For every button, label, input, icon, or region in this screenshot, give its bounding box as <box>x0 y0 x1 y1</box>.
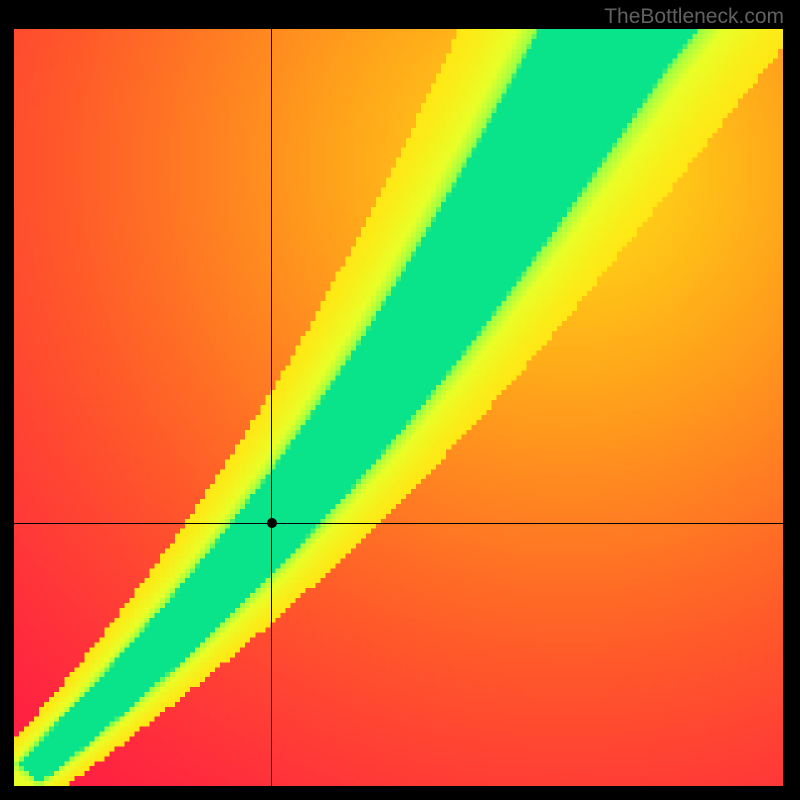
selection-marker <box>267 518 277 528</box>
watermark-text: TheBottleneck.com <box>604 5 784 29</box>
chart-container: TheBottleneck.com <box>0 0 800 800</box>
bottleneck-heatmap <box>14 29 783 786</box>
crosshair-vertical <box>271 29 272 786</box>
crosshair-horizontal <box>14 523 783 524</box>
